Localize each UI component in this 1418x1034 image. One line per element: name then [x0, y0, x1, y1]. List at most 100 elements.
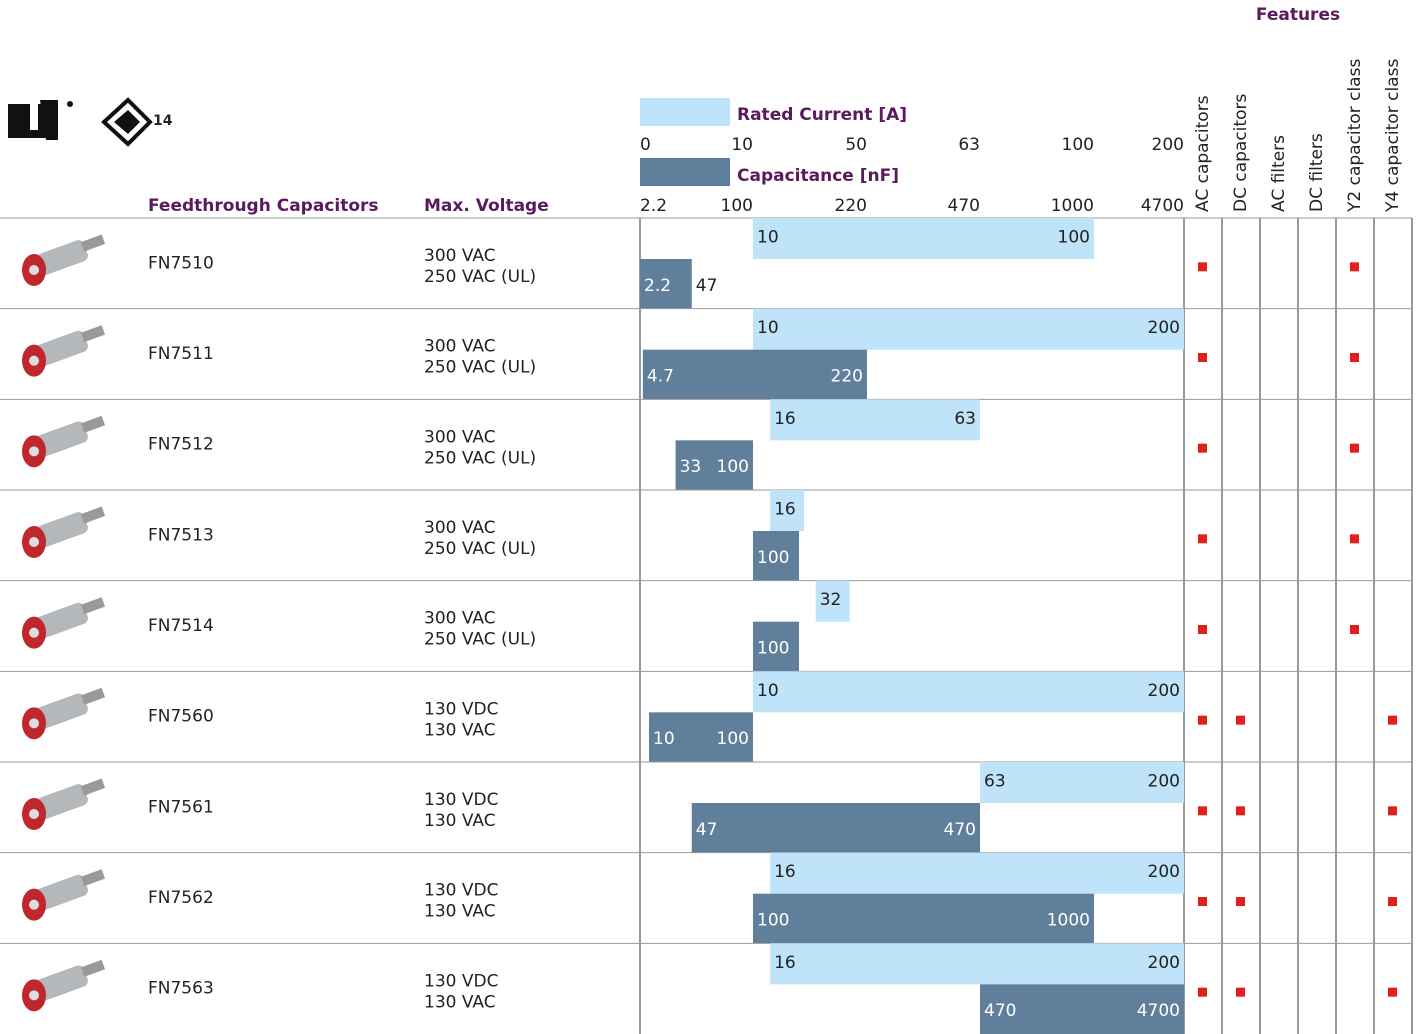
features-title: Features [1256, 5, 1340, 25]
current-tick-label: 10 [731, 135, 753, 155]
icon-thread [80, 959, 106, 977]
product-image [22, 415, 106, 468]
voltage: 250 VAC (UL) [424, 358, 536, 378]
voltage: 130 VAC [424, 992, 496, 1012]
current-label: 10 [757, 318, 779, 338]
product-name: FN7560 [148, 707, 214, 727]
current-label: 200 [1148, 772, 1180, 792]
product-image [22, 959, 106, 1012]
feature-header: Y2 capacitor class [1345, 59, 1365, 213]
icon-center [29, 446, 39, 457]
feature-header: DC filters [1307, 133, 1327, 212]
current-label: 200 [1148, 318, 1180, 338]
product-image [22, 597, 106, 649]
current-label: 200 [1148, 953, 1180, 973]
current-bar [770, 399, 980, 441]
feature-header: AC filters [1269, 135, 1289, 212]
capacitance-tick-label: 2.2 [640, 196, 667, 216]
voltage: 130 VDC [424, 881, 498, 901]
feature-header: Y4 capacitor class [1383, 59, 1403, 213]
capacitance-legend: Capacitance [nF] [737, 166, 899, 186]
feature-marker [1198, 897, 1207, 906]
capacitance-label: 220 [831, 367, 863, 387]
ul-logo [8, 100, 73, 140]
feature-marker [1198, 806, 1207, 816]
voltage: 300 VAC [424, 337, 496, 357]
capacitance-bar [753, 621, 799, 672]
current-label: 32 [820, 590, 842, 610]
product-name: FN7514 [148, 616, 214, 636]
capacitance-bar [980, 984, 1184, 1034]
product-image [22, 325, 106, 377]
voltage: 250 VAC (UL) [424, 267, 536, 287]
feature-marker [1350, 443, 1359, 453]
product-image [22, 506, 106, 558]
product-name: FN7561 [148, 797, 214, 817]
enec-number: 14 [153, 113, 173, 129]
current-label: 16 [774, 409, 796, 429]
capacitance-tick-label: 1000 [1051, 196, 1094, 216]
icon-thread [80, 778, 106, 796]
current-label: 63 [954, 409, 976, 429]
capacitance-label: 47 [696, 276, 718, 296]
voltage: 300 VAC [424, 246, 496, 266]
capacitance-label: 2.2 [644, 276, 671, 296]
current-label: 200 [1148, 862, 1180, 882]
product-name: FN7511 [148, 344, 214, 364]
feature-marker [1198, 262, 1207, 272]
capacitance-bar [642, 349, 867, 400]
current-legend: Rated Current [A] [737, 105, 907, 125]
feature-marker [1350, 262, 1359, 272]
capacitance-tick-label: 220 [835, 196, 867, 216]
voltage: 300 VAC [424, 518, 496, 538]
voltage: 130 VDC [424, 790, 498, 810]
capacitance-label: 10 [653, 729, 675, 749]
icon-center [29, 899, 39, 910]
feature-marker [1236, 806, 1245, 816]
product-image [22, 778, 106, 830]
feature-header: DC capacitors [1231, 94, 1251, 212]
product-name: FN7562 [148, 888, 214, 908]
feature-marker [1198, 353, 1207, 362]
feature-marker [1236, 715, 1245, 725]
feature-marker [1198, 534, 1207, 544]
capacitance-bar [649, 712, 753, 762]
current-label: 200 [1148, 681, 1180, 701]
capacitance-label: 100 [757, 911, 789, 931]
capacitance-bar [640, 259, 692, 309]
current-bar [753, 218, 1094, 259]
product-name: FN7563 [148, 979, 214, 999]
feature-marker [1388, 806, 1397, 816]
feature-marker [1198, 625, 1207, 634]
capacitance-label: 100 [757, 639, 789, 659]
capacitance-tick-label: 4700 [1141, 196, 1184, 216]
capacitance-label: 1000 [1047, 911, 1090, 931]
current-tick-label: 0 [640, 135, 651, 155]
current-tick-label: 200 [1152, 135, 1184, 155]
voltage: 130 VDC [424, 971, 498, 991]
product-header: Feedthrough Capacitors [148, 196, 379, 216]
icon-thread [80, 325, 106, 343]
capacitance-label: 4.7 [647, 367, 674, 387]
icon-thread [80, 869, 106, 887]
capacitance-label: 100 [717, 729, 749, 749]
voltage: 250 VAC (UL) [424, 448, 536, 468]
capacitance-label: 470 [984, 1001, 1016, 1021]
icon-thread [80, 506, 106, 524]
feature-marker [1236, 897, 1245, 906]
icon-thread [80, 234, 106, 252]
capacitance-label: 47 [696, 820, 718, 840]
current-bar [815, 580, 850, 622]
current-bar [770, 852, 1184, 894]
current-bar [753, 308, 1184, 350]
feature-marker [1388, 715, 1397, 725]
current-label: 63 [984, 772, 1006, 792]
capacitance-tick-label: 100 [721, 196, 753, 216]
icon-center [29, 990, 39, 1001]
current-bar [980, 762, 1184, 803]
product-name: FN7510 [148, 253, 214, 273]
current-tick-label: 100 [1062, 135, 1094, 155]
capacitance-label: 100 [757, 548, 789, 568]
icon-center [29, 537, 39, 547]
